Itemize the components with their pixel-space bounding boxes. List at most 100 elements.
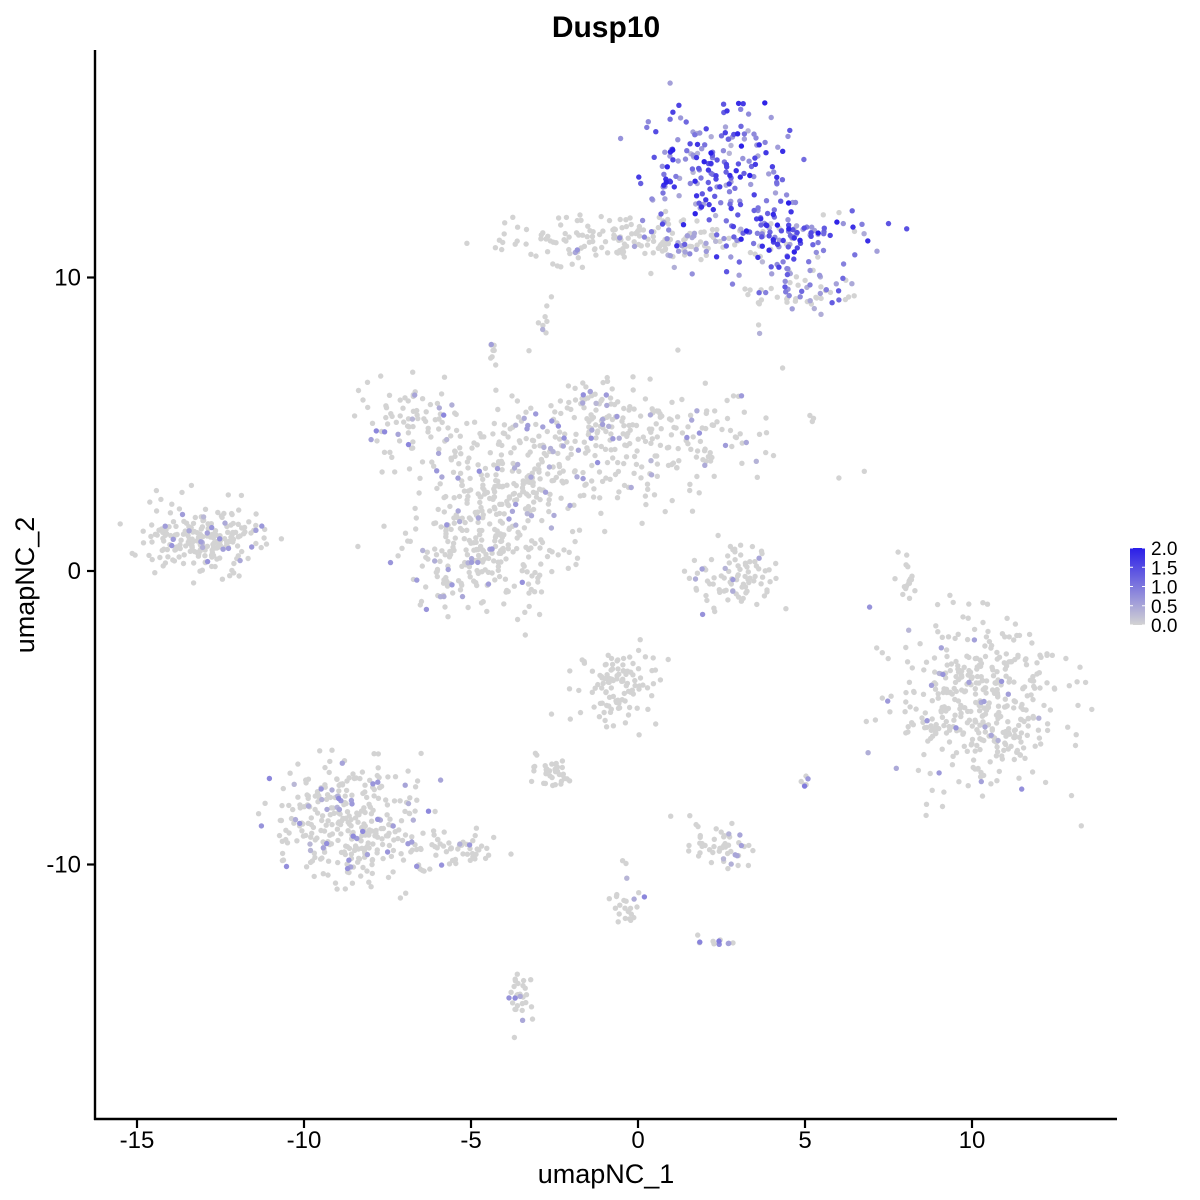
- cell-point: [639, 520, 645, 526]
- cell-point: [970, 757, 977, 763]
- cell-point: [576, 527, 583, 533]
- cell-point: [531, 768, 537, 774]
- cell-point: [147, 499, 153, 505]
- cell-point: [392, 829, 398, 835]
- cell-point: [711, 843, 717, 850]
- cell-point: [637, 413, 644, 419]
- cell-point: [191, 548, 198, 555]
- cell-point: [1003, 651, 1009, 657]
- cell-point: [525, 518, 531, 524]
- cell-point: [515, 414, 522, 420]
- cell-point: [966, 654, 972, 661]
- cell-point: [965, 708, 971, 715]
- cell-point: [374, 772, 380, 779]
- cell-point: [589, 478, 595, 484]
- cell-point: [874, 248, 880, 254]
- cell-point: [459, 478, 465, 484]
- cell-point: [698, 175, 704, 181]
- cell-point: [669, 230, 676, 236]
- cell-point: [322, 782, 328, 788]
- cell-point: [170, 536, 176, 542]
- cell-point: [524, 426, 530, 432]
- cell-point: [564, 439, 570, 445]
- cell-point: [215, 509, 221, 516]
- cell-point: [579, 232, 586, 238]
- cell-point: [529, 1016, 536, 1022]
- cell-point: [712, 193, 718, 199]
- cell-point: [449, 402, 455, 408]
- cell-point: [774, 241, 781, 247]
- cell-point: [355, 819, 361, 825]
- cell-point: [922, 710, 928, 716]
- cell-point: [436, 405, 442, 411]
- cell-point: [735, 161, 742, 167]
- cell-point: [558, 264, 564, 270]
- cell-point: [755, 205, 761, 211]
- cell-point: [920, 691, 927, 697]
- cell-point: [946, 727, 953, 733]
- cell-point: [707, 186, 713, 192]
- cell-point: [671, 264, 677, 271]
- cell-point: [364, 830, 371, 836]
- cell-point: [368, 811, 375, 817]
- cell-point: [756, 431, 763, 437]
- cell-point: [941, 704, 947, 710]
- cell-point: [541, 444, 547, 451]
- cell-point: [768, 264, 774, 270]
- cell-point: [589, 233, 596, 240]
- cell-point: [696, 165, 702, 172]
- cell-point: [165, 554, 171, 560]
- cell-point: [342, 815, 349, 821]
- cell-point: [630, 387, 636, 393]
- cell-point: [466, 569, 472, 576]
- cell-point: [425, 808, 432, 814]
- cell-point: [367, 777, 373, 783]
- cell-point: [559, 758, 566, 764]
- cell-point: [792, 199, 799, 206]
- cell-point: [259, 523, 265, 529]
- cell-point: [432, 520, 439, 526]
- cell-point: [374, 438, 380, 444]
- cell-point: [603, 689, 609, 696]
- cell-point: [759, 259, 766, 265]
- cell-point: [629, 231, 635, 237]
- cell-point: [512, 995, 518, 1001]
- cell-point: [729, 281, 736, 287]
- cell-point: [353, 775, 359, 781]
- cell-point: [525, 581, 532, 587]
- cell-point: [437, 558, 443, 564]
- cell-point: [895, 549, 901, 555]
- cell-point: [703, 126, 709, 132]
- cell-point: [738, 598, 745, 604]
- cell-point: [751, 207, 757, 214]
- cell-point: [988, 642, 995, 649]
- cell-point: [427, 401, 434, 408]
- cell-point: [225, 545, 232, 552]
- cell-point: [580, 400, 586, 406]
- cell-point: [955, 666, 961, 672]
- cell-point: [768, 221, 774, 227]
- cell-point: [350, 771, 356, 777]
- cell-point: [631, 914, 637, 921]
- cell-point: [431, 463, 437, 469]
- cell-point: [253, 522, 259, 529]
- cell-point: [533, 411, 539, 417]
- cell-point: [604, 702, 610, 709]
- cell-point: [1025, 723, 1031, 729]
- cell-point: [556, 436, 563, 442]
- cell-point: [457, 470, 464, 476]
- cell-point: [263, 541, 270, 547]
- cell-point: [976, 680, 982, 686]
- cell-point: [801, 225, 807, 231]
- cell-point: [737, 174, 743, 180]
- cell-point: [402, 832, 409, 838]
- cell-point: [474, 442, 480, 448]
- cell-point: [253, 540, 259, 547]
- cell-point: [726, 150, 732, 156]
- cell-point: [631, 239, 637, 245]
- cell-point: [1063, 655, 1069, 662]
- cell-point: [821, 225, 827, 231]
- cell-point: [615, 657, 621, 663]
- cell-point: [1024, 732, 1031, 738]
- cell-point: [414, 407, 420, 414]
